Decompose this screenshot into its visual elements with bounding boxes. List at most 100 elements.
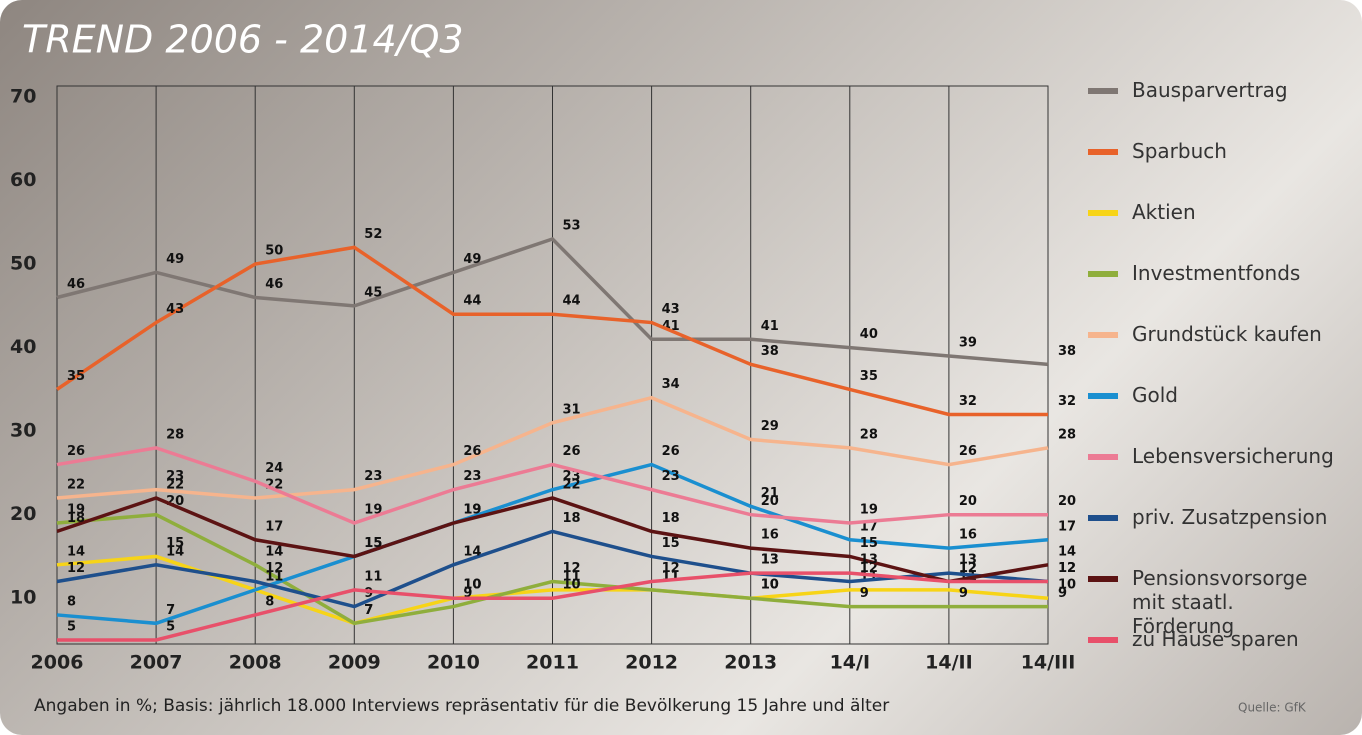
legend-item: Bausparvertrag: [1088, 78, 1328, 139]
data-label: 46: [67, 277, 85, 292]
legend-item: zu Hause sparen: [1088, 627, 1328, 688]
data-label: 15: [662, 536, 680, 551]
data-label: 5: [166, 620, 175, 635]
x-tick-label: 2006: [31, 652, 84, 674]
legend-label: Gold: [1132, 383, 1178, 407]
data-label: 23: [364, 469, 382, 484]
legend-item: Aktien: [1088, 200, 1328, 261]
data-label: 5: [67, 620, 76, 635]
data-label: 28: [860, 427, 878, 442]
data-label: 12: [265, 561, 283, 576]
legend-label: Investmentfonds: [1132, 261, 1300, 285]
legend-label: Aktien: [1132, 200, 1196, 224]
data-label: 20: [959, 494, 977, 509]
y-tick-label: 10: [10, 587, 36, 609]
footnote: Angaben in %; Basis: jährlich 18.000 Int…: [34, 696, 889, 716]
legend-swatch: [1088, 515, 1118, 521]
data-label: 14: [166, 544, 184, 559]
data-label: 28: [166, 427, 184, 442]
data-label: 38: [761, 344, 779, 359]
data-label: 9: [1058, 586, 1067, 601]
data-label: 45: [364, 285, 382, 300]
legend-label: Sparbuch: [1132, 139, 1227, 163]
data-label: 22: [166, 477, 184, 492]
data-label: 10: [463, 578, 481, 593]
data-label: 12: [563, 561, 581, 576]
data-label: 49: [166, 252, 184, 267]
data-label: 23: [662, 469, 680, 484]
data-label: 13: [761, 553, 779, 568]
data-label: 34: [662, 377, 680, 392]
legend-swatch: [1088, 210, 1118, 216]
data-label: 28: [1058, 427, 1076, 442]
data-label: 12: [67, 561, 85, 576]
data-label: 14: [67, 544, 85, 559]
data-label: 26: [563, 444, 581, 459]
data-label: 41: [761, 319, 779, 334]
data-label: 19: [860, 503, 878, 518]
data-label: 20: [761, 494, 779, 509]
data-label: 29: [761, 419, 779, 434]
data-label: 18: [563, 511, 581, 526]
y-tick-label: 40: [10, 336, 36, 358]
data-label: 24: [265, 461, 283, 476]
y-tick-label: 50: [10, 253, 36, 275]
data-label: 32: [1058, 394, 1076, 409]
legend-swatch: [1088, 271, 1118, 277]
x-tick-label: 2012: [625, 652, 678, 674]
data-label: 9: [364, 586, 373, 601]
data-label: 38: [1058, 344, 1076, 359]
data-label: 44: [563, 294, 581, 309]
data-label: 12: [959, 561, 977, 576]
data-label: 8: [265, 594, 274, 609]
data-label: 52: [364, 227, 382, 242]
x-tick-label: 2010: [427, 652, 480, 674]
source: Quelle: GfK: [1238, 701, 1307, 715]
chart-title: TREND 2006 - 2014/Q3: [22, 18, 464, 62]
y-tick-label: 60: [10, 169, 36, 191]
legend-swatch: [1088, 576, 1118, 582]
data-label: 7: [364, 603, 373, 618]
data-label: 11: [364, 569, 382, 584]
legend-label: Grundstück kaufen: [1132, 322, 1322, 346]
data-label: 35: [860, 369, 878, 384]
legend: Bausparvertrag Sparbuch Aktien Investmentfo…: [1088, 78, 1328, 688]
x-tick-label: 2007: [130, 652, 183, 674]
y-tick-label: 20: [10, 503, 36, 525]
data-label: 20: [1058, 494, 1076, 509]
data-label: 16: [959, 528, 977, 543]
x-tick-label: 14/I: [830, 652, 870, 674]
legend-item: Investmentfonds: [1088, 261, 1328, 322]
data-label: 40: [860, 327, 878, 342]
data-label: 32: [959, 394, 977, 409]
x-tick-label: 2008: [229, 652, 282, 674]
legend-item: Grundstück kaufen: [1088, 322, 1328, 383]
data-label: 14: [463, 544, 481, 559]
data-label: 17: [1058, 519, 1076, 534]
legend-item: Lebensversicherung: [1088, 444, 1328, 505]
x-tick-label: 14/II: [925, 652, 973, 674]
data-label: 8: [67, 594, 76, 609]
legend-swatch: [1088, 332, 1118, 338]
data-label: 19: [463, 503, 481, 518]
legend-item: priv. Zusatzpension: [1088, 505, 1328, 566]
data-label: 7: [166, 603, 175, 618]
data-label: 12: [1058, 561, 1076, 576]
legend-item: Pensionsvorsorge mit staatl. Förderung: [1088, 566, 1328, 627]
data-label: 15: [860, 536, 878, 551]
data-label: 23: [463, 469, 481, 484]
data-label: 13: [860, 553, 878, 568]
data-label: 15: [364, 536, 382, 551]
data-label: 49: [463, 252, 481, 267]
data-label: 26: [67, 444, 85, 459]
data-label: 9: [959, 586, 968, 601]
data-label: 19: [364, 503, 382, 518]
data-label: 22: [563, 477, 581, 492]
x-tick-label: 2009: [328, 652, 381, 674]
legend-swatch: [1088, 149, 1118, 155]
legend-label: zu Hause sparen: [1132, 627, 1299, 651]
legend-label: priv. Zusatzpension: [1132, 505, 1327, 529]
legend-swatch: [1088, 393, 1118, 399]
legend-label: Bausparvertrag: [1132, 78, 1288, 102]
data-label: 18: [662, 511, 680, 526]
